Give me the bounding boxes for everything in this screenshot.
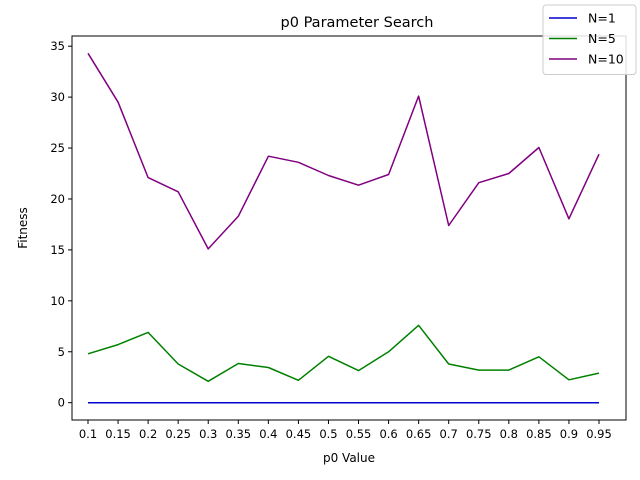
series-line-n-10 — [87, 52, 600, 250]
y-tick-label: 15 — [50, 243, 65, 257]
y-tick-label: 0 — [58, 396, 65, 410]
y-axis-label: Fitness — [16, 207, 30, 249]
y-axis: 0 5 10 15 20 25 30 35 — [50, 39, 72, 410]
series-lines — [87, 52, 600, 404]
y-tick-label: 35 — [50, 39, 65, 53]
y-tick-label: 30 — [50, 90, 65, 104]
series-line-n-5 — [87, 324, 600, 383]
x-tick-label: 0.25 — [165, 427, 191, 441]
x-tick-label: 0.9 — [560, 427, 578, 441]
x-axis: 0.1 0.15 0.2 0.25 0.3 0.35 0.4 0.45 0.5 0.55 0.6 0.… — [79, 420, 612, 441]
x-tick-label: 0.35 — [225, 427, 251, 441]
y-tick-label: 20 — [50, 192, 65, 206]
y-tick-label: 25 — [50, 141, 65, 155]
legend-label: N=10 — [588, 52, 624, 67]
x-tick-label: 0.45 — [286, 427, 312, 441]
x-tick-label: 0.1 — [79, 427, 97, 441]
legend-box — [542, 4, 637, 75]
x-tick-label: 0.5 — [319, 427, 337, 441]
x-tick-label: 0.8 — [500, 427, 518, 441]
chart-title: p0 Parameter Search — [281, 15, 434, 31]
legend-label: N=5 — [588, 31, 616, 46]
x-tick-label: 0.4 — [259, 427, 277, 441]
x-tick-label: 0.7 — [440, 427, 458, 441]
x-tick-label: 0.95 — [586, 427, 612, 441]
plot-area-frame — [71, 35, 627, 421]
legend-label: N=1 — [588, 11, 616, 26]
x-axis-label: p0 Value — [323, 451, 375, 465]
x-tick-label: 0.3 — [199, 427, 217, 441]
x-tick-label: 0.2 — [139, 427, 157, 441]
legend: N=1 N=5 N=10 — [542, 4, 637, 75]
y-tick-label: 5 — [58, 345, 65, 359]
x-tick-label: 0.75 — [466, 427, 492, 441]
x-tick-label: 0.6 — [379, 427, 397, 441]
x-tick-label: 0.15 — [105, 427, 131, 441]
x-tick-label: 0.65 — [406, 427, 432, 441]
x-tick-label: 0.85 — [526, 427, 552, 441]
y-tick-label: 10 — [50, 294, 65, 308]
x-tick-label: 0.55 — [346, 427, 372, 441]
